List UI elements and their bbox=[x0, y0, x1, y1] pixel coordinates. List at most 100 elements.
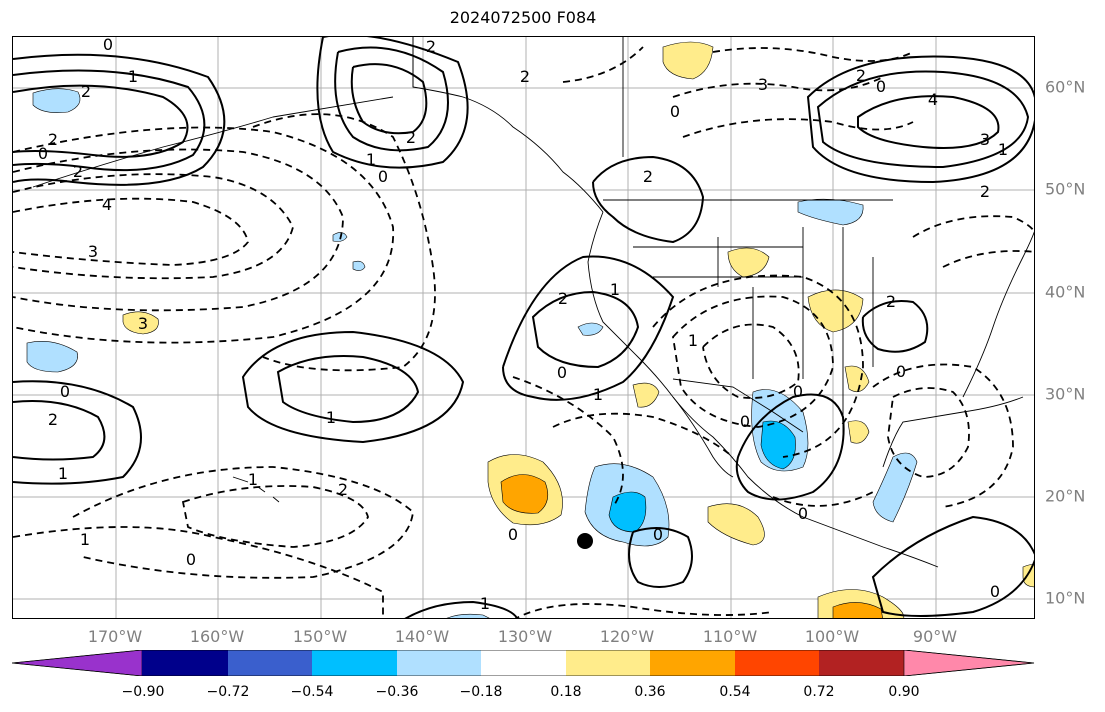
contour-solid-21 bbox=[404, 600, 519, 618]
contour-solid-19 bbox=[735, 393, 845, 501]
map-title: 2024072500 F084 bbox=[449, 8, 597, 27]
shading-orange-1 bbox=[500, 474, 549, 514]
map-panel: 0 2 1 2 0 2 3 4 3 2 1 0 2 1 0 2 2 1 1 0 … bbox=[12, 36, 1035, 619]
contour-label: 0 bbox=[103, 37, 113, 54]
contour-solid-12 bbox=[502, 255, 675, 401]
contour-label: 4 bbox=[928, 90, 938, 109]
contour-label: 3 bbox=[138, 314, 148, 333]
border-us-mexico bbox=[672, 378, 804, 433]
coast-east bbox=[962, 231, 1034, 398]
contour-dashed-9 bbox=[512, 376, 624, 508]
contour-label: 1 bbox=[80, 530, 90, 549]
contours-dashed bbox=[13, 46, 1034, 618]
colorbar-tick: −0.72 bbox=[206, 684, 250, 700]
contour-dashed-22 bbox=[772, 491, 874, 507]
contour-solid-5 bbox=[334, 46, 449, 152]
contour-dashed-3 bbox=[13, 148, 344, 312]
lat-label-20n: 20°N bbox=[1045, 486, 1086, 506]
contour-dashed-18 bbox=[682, 118, 914, 138]
colorbar-tick: 0.90 bbox=[888, 684, 920, 700]
contour-dashed-21 bbox=[942, 250, 1034, 268]
contour-label: 0 bbox=[740, 412, 750, 431]
contour-label: 0 bbox=[670, 102, 680, 121]
lat-label-60n: 60°N bbox=[1045, 77, 1086, 97]
lat-label-30n: 30°N bbox=[1045, 384, 1086, 404]
lon-label-150w: 150°W bbox=[292, 627, 348, 646]
contour-dashed-5 bbox=[252, 113, 436, 372]
shading-yellow-11 bbox=[1022, 564, 1034, 588]
contour-label: 2 bbox=[886, 292, 896, 311]
contour-dashed-17 bbox=[672, 76, 884, 98]
contour-solid-4 bbox=[350, 63, 428, 135]
shading-blue-1 bbox=[32, 88, 81, 113]
contour-label: 2 bbox=[73, 162, 83, 181]
colorbar-segment-7 bbox=[650, 650, 735, 676]
coast-gulf bbox=[882, 396, 1024, 468]
colorbar-tick: −0.36 bbox=[375, 684, 419, 700]
colorbar-tick: −0.90 bbox=[121, 684, 165, 700]
contour-dashed-4 bbox=[13, 126, 394, 344]
lon-label-120w: 120°W bbox=[599, 627, 655, 646]
contour-label: 2 bbox=[520, 67, 530, 86]
contour-solid-2 bbox=[13, 69, 206, 172]
lon-label-170w: 170°W bbox=[87, 627, 143, 646]
contour-dashed-11 bbox=[702, 323, 800, 399]
colorbar-segment-3 bbox=[312, 650, 397, 676]
contour-dashed-12 bbox=[672, 295, 834, 428]
shading-orange-2 bbox=[832, 602, 883, 618]
graticule bbox=[13, 37, 1034, 618]
coast-alaska bbox=[412, 37, 604, 213]
contour-solid-8 bbox=[857, 95, 1000, 149]
contour-label: 1 bbox=[480, 594, 490, 613]
shading-yellow-3 bbox=[662, 41, 714, 80]
contour-label: 2 bbox=[980, 182, 990, 201]
contour-label: 1 bbox=[610, 280, 620, 299]
contour-solid-15 bbox=[13, 400, 106, 461]
contour-dashed-7 bbox=[72, 466, 414, 579]
contour-solid-18 bbox=[871, 515, 1034, 617]
contour-label: 0 bbox=[378, 167, 388, 186]
contour-dashed-14 bbox=[887, 387, 970, 478]
shading-yellow-8 bbox=[847, 420, 870, 444]
colorbar-tick: 0.54 bbox=[719, 684, 751, 700]
colorbar-tick: −0.18 bbox=[459, 684, 503, 700]
contour-label: 4 bbox=[102, 195, 112, 214]
contour-dashed-10 bbox=[552, 412, 734, 458]
colorbar-segment-2 bbox=[228, 650, 312, 676]
lon-label-110w: 110°W bbox=[702, 627, 758, 646]
contour-dashed-20 bbox=[562, 46, 644, 83]
contour-solid-20 bbox=[861, 300, 929, 353]
contour-label: 1 bbox=[998, 140, 1008, 159]
state-borders bbox=[633, 227, 874, 437]
lat-label-50n: 50°N bbox=[1045, 179, 1086, 199]
contour-label: 2 bbox=[426, 37, 436, 56]
shading-yellow-6 bbox=[632, 382, 660, 408]
contour-label: 1 bbox=[128, 67, 138, 86]
contour-dashed-19 bbox=[712, 47, 914, 62]
contour-dashed-15 bbox=[872, 363, 1014, 508]
contour-dashed-2 bbox=[13, 197, 249, 266]
map-canvas: 0 2 1 2 0 2 3 4 3 2 1 0 2 1 0 2 2 1 1 0 … bbox=[13, 37, 1034, 618]
colorbar-segment-5 bbox=[481, 650, 566, 676]
contour-label: 1 bbox=[593, 385, 603, 404]
contour-solid-11 bbox=[531, 290, 640, 369]
shading-yellow-1 bbox=[122, 311, 159, 335]
contours-solid bbox=[13, 37, 1034, 618]
contour-label: 0 bbox=[557, 363, 567, 382]
lon-label-160w: 160°W bbox=[189, 627, 245, 646]
contour-solid-10 bbox=[592, 155, 705, 244]
contour-label: 2 bbox=[406, 128, 416, 147]
shading-blue-4 bbox=[352, 260, 366, 271]
shading-blue-10 bbox=[577, 322, 604, 336]
contour-solid-17 bbox=[628, 527, 693, 588]
contour-label: 1 bbox=[366, 150, 376, 169]
colorbar-segment-6 bbox=[566, 650, 650, 676]
contour-solid-14 bbox=[241, 330, 465, 444]
border-alaska-canada bbox=[412, 37, 624, 157]
colorbar-segment-8 bbox=[735, 650, 819, 676]
contour-label: 2 bbox=[48, 130, 58, 149]
contour-solid-3 bbox=[13, 53, 226, 186]
contour-label: 3 bbox=[980, 130, 990, 149]
colorbar-segment-10 bbox=[903, 650, 1035, 676]
contour-solid-1 bbox=[13, 84, 189, 158]
